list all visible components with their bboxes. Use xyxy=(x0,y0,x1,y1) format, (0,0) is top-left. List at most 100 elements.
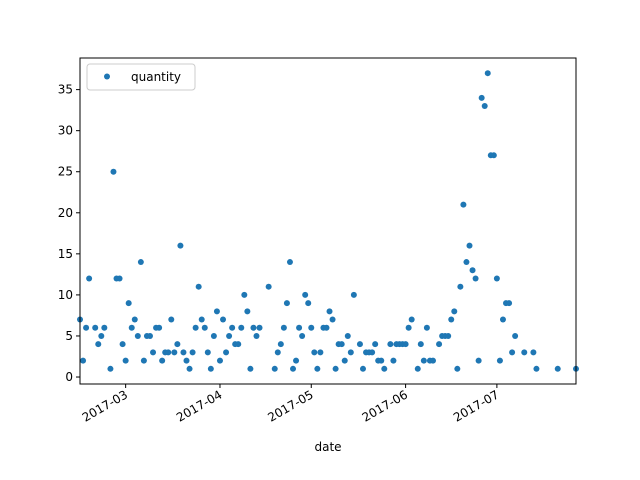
data-point xyxy=(110,168,117,175)
y-tick-label: 35 xyxy=(58,83,73,97)
data-point xyxy=(475,357,482,364)
data-points xyxy=(77,70,579,372)
data-point xyxy=(478,94,485,101)
data-point xyxy=(156,324,163,331)
data-point xyxy=(372,341,379,348)
data-point xyxy=(423,324,430,331)
data-point xyxy=(417,341,424,348)
data-point xyxy=(137,259,144,266)
data-point xyxy=(347,349,354,356)
data-point xyxy=(216,357,223,364)
data-point xyxy=(451,308,458,315)
data-point xyxy=(314,365,321,372)
data-point xyxy=(140,357,147,364)
data-point xyxy=(381,365,388,372)
data-point xyxy=(247,365,254,372)
data-point xyxy=(125,300,132,307)
data-point xyxy=(305,300,312,307)
data-point xyxy=(499,316,506,323)
data-point xyxy=(420,357,427,364)
y-tick-label: 20 xyxy=(58,206,73,220)
data-point xyxy=(131,316,138,323)
data-point xyxy=(213,308,220,315)
legend-box xyxy=(86,63,196,91)
data-point xyxy=(80,357,87,364)
data-point xyxy=(280,324,287,331)
data-point xyxy=(207,365,214,372)
data-point xyxy=(253,332,260,339)
y-axis: 0 5 10 15 20 25 30 35 xyxy=(58,83,80,384)
data-point xyxy=(445,332,452,339)
plot-area xyxy=(80,58,576,384)
data-point xyxy=(198,316,205,323)
data-point xyxy=(509,349,516,356)
data-point xyxy=(512,332,519,339)
data-point xyxy=(506,300,513,307)
data-point xyxy=(378,357,385,364)
data-point xyxy=(530,349,537,356)
data-point xyxy=(116,275,123,282)
data-point xyxy=(311,349,318,356)
data-point xyxy=(344,332,351,339)
data-point xyxy=(317,349,324,356)
data-point xyxy=(95,341,102,348)
data-point xyxy=(189,349,196,356)
data-point xyxy=(469,267,476,274)
data-point xyxy=(83,324,90,331)
data-point xyxy=(387,341,394,348)
data-point xyxy=(101,324,108,331)
data-point xyxy=(220,316,227,323)
data-point xyxy=(521,349,528,356)
data-point xyxy=(369,349,376,356)
data-point xyxy=(223,349,230,356)
data-point xyxy=(122,357,129,364)
legend-label-quantity: quantity xyxy=(131,70,181,84)
data-point xyxy=(463,259,470,266)
data-point xyxy=(277,341,284,348)
data-point xyxy=(405,324,412,331)
data-point xyxy=(490,152,497,159)
data-point xyxy=(302,291,309,298)
data-point xyxy=(180,349,187,356)
data-point xyxy=(186,365,193,372)
data-point xyxy=(195,283,202,290)
data-point xyxy=(241,291,248,298)
data-point xyxy=(271,365,278,372)
data-point xyxy=(283,300,290,307)
data-point xyxy=(296,324,303,331)
data-point xyxy=(341,357,348,364)
data-point xyxy=(146,332,153,339)
data-point xyxy=(466,242,473,249)
data-point xyxy=(229,324,236,331)
y-tick-label: 25 xyxy=(58,165,73,179)
data-point xyxy=(308,324,315,331)
data-point xyxy=(496,357,503,364)
data-point xyxy=(429,357,436,364)
data-point xyxy=(356,341,363,348)
y-tick-label: 30 xyxy=(58,124,73,138)
data-point xyxy=(338,341,345,348)
data-point xyxy=(226,332,233,339)
legend-marker xyxy=(104,73,110,80)
data-point xyxy=(134,332,141,339)
data-point xyxy=(326,308,333,315)
data-point xyxy=(332,365,339,372)
data-point xyxy=(177,242,184,249)
data-point xyxy=(493,275,500,282)
data-point xyxy=(390,357,397,364)
y-tick-label: 10 xyxy=(58,288,73,302)
data-point xyxy=(107,365,114,372)
data-point xyxy=(359,365,366,372)
data-point xyxy=(119,341,126,348)
data-point xyxy=(484,70,491,77)
y-tick-label: 15 xyxy=(58,247,73,261)
data-point xyxy=(286,259,293,266)
data-point xyxy=(168,316,175,323)
data-point xyxy=(128,324,135,331)
data-point xyxy=(350,291,357,298)
x-axis-label: date xyxy=(314,440,341,454)
data-point xyxy=(92,324,99,331)
data-point xyxy=(171,349,178,356)
data-point xyxy=(460,201,467,208)
